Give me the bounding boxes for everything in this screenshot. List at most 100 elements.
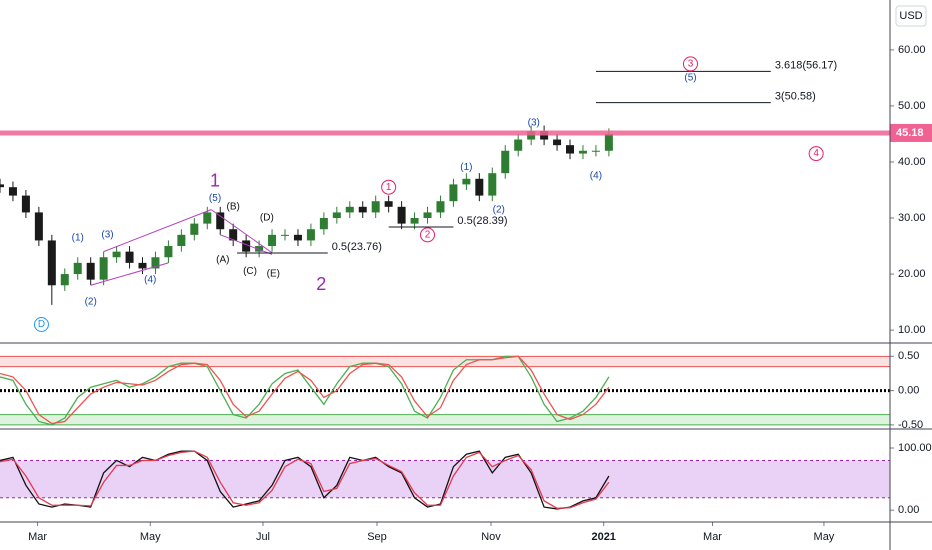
annotation-circle bbox=[808, 146, 824, 162]
candle-body bbox=[177, 234, 186, 247]
trendline bbox=[210, 209, 273, 254]
wave-label: (E) bbox=[267, 269, 280, 280]
wave-label: 3 bbox=[688, 59, 694, 70]
x-tick-label: 2021 bbox=[591, 531, 615, 543]
candle-body bbox=[514, 139, 523, 151]
y-tick-label: 100.00 bbox=[898, 442, 932, 454]
candle-body bbox=[332, 212, 341, 219]
indicator-line bbox=[0, 450, 610, 509]
candle-body bbox=[47, 240, 56, 286]
fib-label: 0.5(23.76) bbox=[332, 241, 382, 253]
band bbox=[0, 414, 890, 425]
candle-body bbox=[242, 240, 251, 252]
candle-body bbox=[371, 201, 380, 213]
trendline bbox=[220, 234, 273, 255]
candle-body bbox=[306, 229, 315, 241]
candle-body bbox=[190, 223, 199, 235]
wave-label: (3) bbox=[101, 229, 113, 240]
trendline bbox=[90, 262, 169, 286]
wave-label: (5) bbox=[684, 73, 696, 84]
candle-body bbox=[358, 206, 367, 213]
y-tick-label: 30.00 bbox=[898, 212, 926, 224]
wave-label: 1 bbox=[386, 182, 392, 193]
wave-label: (C) bbox=[243, 266, 257, 277]
x-tick-label: Mar bbox=[703, 531, 722, 543]
y-tick-label: 40.00 bbox=[898, 156, 926, 168]
candle-body bbox=[151, 257, 160, 269]
candle-body bbox=[164, 246, 173, 258]
x-tick-label: Jul bbox=[256, 531, 270, 543]
candle-body bbox=[8, 187, 17, 196]
candle-body bbox=[203, 212, 212, 224]
candle-body bbox=[566, 145, 575, 154]
wave-label: (1) bbox=[72, 232, 84, 243]
candle-body bbox=[423, 212, 432, 219]
wave-label: (B) bbox=[227, 201, 240, 212]
candle-body bbox=[591, 150, 600, 152]
y-tick-label: 0.50 bbox=[898, 350, 919, 362]
y-tick-label: 0.00 bbox=[898, 504, 919, 516]
candle-body bbox=[319, 218, 328, 230]
wave-label: (2) bbox=[85, 297, 97, 308]
x-tick-label: May bbox=[140, 531, 161, 543]
candle-body bbox=[384, 201, 393, 207]
x-tick-label: Nov bbox=[481, 531, 501, 543]
candle-body bbox=[112, 251, 121, 258]
indicator-line bbox=[0, 355, 610, 425]
annotation-circle bbox=[33, 317, 49, 333]
candle-body bbox=[553, 139, 562, 146]
candle-body bbox=[125, 251, 134, 263]
y-tick-label: -0.50 bbox=[898, 419, 923, 431]
wave-label: (2) bbox=[493, 204, 505, 215]
candle-body bbox=[60, 274, 69, 286]
candle-body bbox=[578, 150, 587, 154]
candle-body bbox=[604, 133, 613, 151]
annotation-circle bbox=[420, 227, 436, 243]
candle-body bbox=[86, 262, 95, 280]
wave-label: (A) bbox=[216, 255, 229, 266]
candle-body bbox=[397, 206, 406, 224]
candle-body bbox=[436, 201, 445, 213]
wave-label: 1 bbox=[210, 170, 220, 190]
price-tag bbox=[890, 123, 932, 142]
indicator-line bbox=[0, 355, 610, 426]
trendline bbox=[103, 209, 212, 253]
wave-label: (D) bbox=[260, 213, 274, 224]
y-tick-label: 60.00 bbox=[898, 44, 926, 56]
price-tag-label: 45.18 bbox=[896, 127, 924, 139]
candle-body bbox=[229, 229, 238, 241]
wave-label: D bbox=[38, 319, 45, 330]
wave-label: (5) bbox=[209, 193, 221, 204]
candle-body bbox=[488, 173, 497, 196]
x-tick-label: May bbox=[814, 531, 835, 543]
candle-body bbox=[281, 234, 290, 236]
currency[interactable]: USD bbox=[899, 10, 922, 22]
candle-body bbox=[268, 234, 277, 247]
band bbox=[0, 356, 890, 367]
candle-body bbox=[475, 178, 484, 196]
candle-body bbox=[21, 195, 30, 213]
candle-body bbox=[462, 178, 471, 185]
y-tick-label: 50.00 bbox=[898, 100, 926, 112]
wave-label: (3) bbox=[528, 117, 540, 128]
candle-body bbox=[293, 234, 302, 241]
wave-label: (4) bbox=[144, 274, 156, 285]
y-tick-label: 0.00 bbox=[898, 385, 919, 397]
candle-body bbox=[449, 184, 458, 202]
candle-body bbox=[345, 206, 354, 213]
y-tick-label: 20.00 bbox=[898, 268, 926, 280]
fib-label: 0.5(28.39) bbox=[457, 215, 507, 227]
candle-body bbox=[34, 212, 43, 241]
wave-label: 4 bbox=[813, 148, 819, 159]
candle-body bbox=[216, 212, 225, 230]
candle-body bbox=[255, 246, 264, 252]
candle-body bbox=[0, 184, 4, 188]
currency-box[interactable] bbox=[895, 5, 927, 27]
x-tick-label: Sep bbox=[367, 531, 387, 543]
x-tick-label: Mar bbox=[28, 531, 47, 543]
y-tick-label: 10.00 bbox=[898, 324, 926, 336]
candle-body bbox=[138, 262, 147, 269]
candle-body bbox=[410, 218, 419, 224]
candle-body bbox=[99, 257, 108, 280]
